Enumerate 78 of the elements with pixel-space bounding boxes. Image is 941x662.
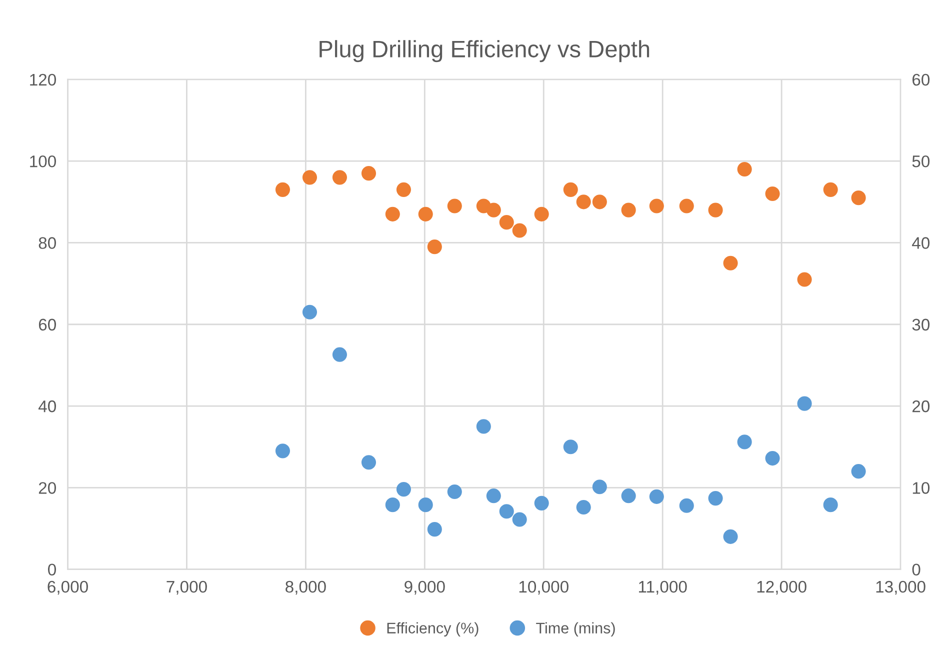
- y2-tick-label: 50: [912, 155, 930, 168]
- legend-label: Efficiency (%): [387, 622, 478, 636]
- point: [534, 496, 549, 510]
- x-tick-label: 10,000: [519, 580, 568, 595]
- point: [486, 488, 501, 504]
- point: [708, 491, 723, 506]
- y-tick-label: 20: [38, 482, 56, 494]
- point: [576, 194, 591, 210]
- y-tick-label: 40: [38, 400, 56, 412]
- point: [512, 223, 527, 238]
- point: [737, 434, 752, 450]
- point: [621, 202, 636, 218]
- point: [499, 504, 514, 519]
- point: [563, 440, 578, 454]
- point: [275, 444, 290, 458]
- point: [385, 206, 400, 222]
- point: [649, 489, 664, 504]
- point: [723, 529, 738, 544]
- point: [576, 500, 591, 515]
- point: [447, 198, 462, 214]
- point: [302, 170, 318, 185]
- point: [396, 482, 412, 497]
- y-tick-label: 0: [48, 564, 56, 576]
- x-tick-label: 12,000: [757, 580, 806, 595]
- x-tick-label: 13,000: [876, 580, 926, 595]
- point: [851, 190, 866, 206]
- x-tick-label: 9,000: [404, 580, 445, 595]
- point: [486, 202, 501, 218]
- x-tick-label: 6,000: [48, 580, 88, 595]
- y-tick-label: 120: [30, 74, 56, 86]
- y2-tick-label: 10: [912, 482, 930, 494]
- y2-tick-label: 20: [912, 400, 930, 412]
- point: [534, 206, 549, 222]
- point: [765, 450, 780, 466]
- y2-tick-label: 60: [912, 74, 930, 86]
- point: [447, 484, 462, 500]
- point: [396, 182, 412, 197]
- point: [512, 512, 527, 527]
- point: [499, 215, 514, 230]
- y2-tick-label: 40: [912, 237, 930, 249]
- point: [851, 464, 866, 479]
- point: [275, 182, 290, 197]
- point: [563, 182, 578, 197]
- point: [765, 186, 780, 202]
- y2-tick-label: 0: [912, 564, 920, 576]
- y-tick-label: 80: [38, 237, 56, 249]
- point: [302, 304, 318, 320]
- point: [385, 498, 400, 512]
- point: [476, 419, 491, 434]
- point: [723, 256, 738, 270]
- y-tick-label: 100: [30, 155, 56, 168]
- legend-label: Time (mins): [536, 622, 615, 636]
- x-tick-label: 8,000: [286, 580, 326, 595]
- point: [418, 206, 433, 222]
- point: [823, 498, 838, 512]
- point: [361, 455, 376, 470]
- point: [708, 202, 723, 218]
- x-tick-label: 7,000: [166, 580, 207, 595]
- point: [737, 162, 752, 177]
- point: [332, 170, 347, 185]
- point: [427, 522, 442, 537]
- point: [797, 396, 812, 411]
- point: [797, 272, 812, 287]
- point: [679, 498, 694, 513]
- point: [332, 347, 347, 362]
- point: [592, 194, 607, 210]
- point: [418, 498, 433, 512]
- point: [361, 166, 376, 181]
- y-tick-label: 60: [38, 318, 56, 331]
- point: [621, 488, 636, 504]
- chart-title: Plug Drilling Efficiency vs Depth: [320, 40, 650, 62]
- point: [649, 198, 664, 214]
- point: [592, 480, 607, 494]
- point: [427, 240, 442, 254]
- y2-tick-label: 30: [912, 318, 930, 331]
- point: [679, 198, 694, 214]
- x-tick-label: 11,000: [639, 580, 687, 595]
- point: [823, 182, 838, 197]
